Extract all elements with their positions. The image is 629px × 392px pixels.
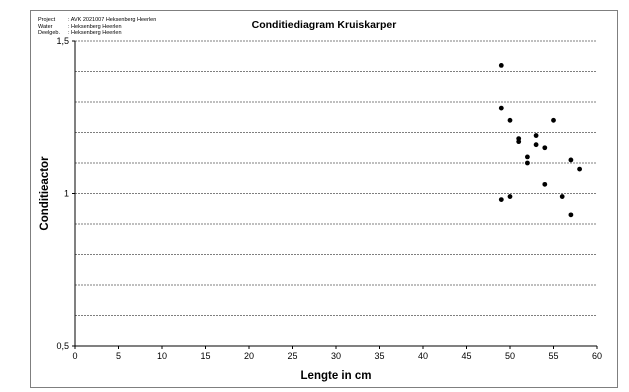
meta-row-water: Water : Heksenberg Heerlen <box>38 24 156 31</box>
data-point <box>525 154 530 160</box>
x-tick-label: 50 <box>505 351 515 361</box>
meta-key: Project <box>38 17 56 23</box>
x-tick-label: 25 <box>287 351 297 361</box>
x-tick-label: 10 <box>157 351 167 361</box>
data-point <box>498 197 504 203</box>
meta-value: : Heksenberg Heerlen <box>68 23 122 30</box>
data-point <box>542 181 548 187</box>
x-tick-label: 5 <box>116 351 121 361</box>
data-point <box>507 194 513 199</box>
data-point <box>498 63 504 68</box>
y-tick-label: 1,5 <box>56 36 69 46</box>
y-tick-label: 1 <box>64 189 69 199</box>
x-tick-label: 35 <box>374 351 384 361</box>
chart-title: Conditiediagram Kruiskarper <box>251 19 397 31</box>
x-tick-label: 40 <box>418 351 428 361</box>
project-info: Project : AVK 2021007 Heksenberg Heerlen… <box>38 17 156 37</box>
data-point <box>568 212 574 218</box>
y-axis-title: Conditieactor <box>39 156 51 231</box>
x-tick-label: 0 <box>72 351 77 361</box>
data-point <box>577 166 582 172</box>
data-point <box>551 117 556 123</box>
x-tick-label: 55 <box>548 351 558 361</box>
x-tick-label: 30 <box>331 351 341 361</box>
meta-key: Deelgeb. <box>38 30 61 36</box>
data-point <box>533 142 539 148</box>
y-tick-label: 0,5 <box>56 341 69 351</box>
x-tick-label: 45 <box>461 351 471 361</box>
data-point <box>525 160 530 166</box>
data-point <box>559 194 565 199</box>
data-point <box>498 105 504 111</box>
x-tick-label: 15 <box>200 351 210 361</box>
meta-row-deelgebied: Deelgeb. : Heksenberg Heerlen <box>38 30 156 37</box>
x-tick-label: 60 <box>592 351 602 361</box>
data-point <box>533 133 539 138</box>
meta-row-project: Project : AVK 2021007 Heksenberg Heerlen <box>38 17 156 24</box>
data-point <box>542 145 548 151</box>
meta-key: Water <box>38 23 53 30</box>
data-point <box>516 139 522 145</box>
data-point <box>507 117 513 123</box>
x-axis-title: Lengte in cm <box>301 370 372 382</box>
meta-value: : Heksenberg Heerlen <box>68 30 122 36</box>
x-tick-label: 20 <box>244 351 254 361</box>
meta-value: : AVK 2021007 Heksenberg Heerlen <box>68 17 157 23</box>
chart-frame: Project : AVK 2021007 Heksenberg Heerlen… <box>30 10 618 388</box>
data-point <box>568 157 574 163</box>
